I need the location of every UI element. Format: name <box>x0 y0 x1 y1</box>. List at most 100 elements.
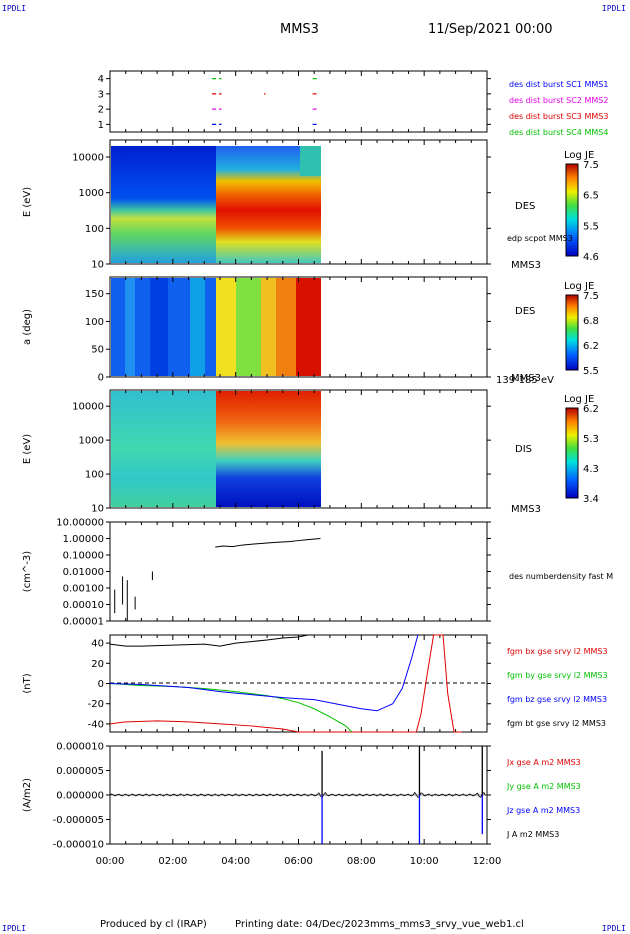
corner-label-bottom-left: IPDLI <box>2 924 27 933</box>
time-tick-label: 10:00 <box>410 856 439 867</box>
colorbar-tick-label: 6.5 <box>583 191 599 202</box>
y-tick-label: 2 <box>98 105 104 116</box>
des-pitch-colorbar <box>565 294 579 371</box>
y-tick-label: 40 <box>91 639 104 650</box>
y-tick-label: 0.000010 <box>56 742 104 753</box>
burst-legend-label: des dist burst SC3 MMS3 <box>509 112 608 121</box>
y-tick-label: 10.00000 <box>56 518 104 529</box>
fgm-line <box>109 634 309 647</box>
y-tick-label: 100 <box>85 317 104 328</box>
colorbar-tick-label: 4.6 <box>583 252 599 263</box>
overlay-label: edp scpot MMS3 <box>507 234 573 243</box>
current-legend-label: Jx gse A m2 MMS3 <box>506 758 581 767</box>
current-noise-line <box>109 791 486 799</box>
y-tick-label: 1.00000 <box>63 534 104 545</box>
panel-label-sc: MMS3 <box>511 260 541 271</box>
y-tick-label: 150 <box>85 289 104 300</box>
time-tick-label: 06:00 <box>284 856 313 867</box>
des-energy-colorbar <box>565 163 579 257</box>
burst-legend-label: des dist burst SC1 MMS1 <box>509 80 608 89</box>
colorbar-tick-label: 6.2 <box>583 341 599 352</box>
y-tick-label: 0 <box>98 373 104 384</box>
colorbar-tick-label: 6.8 <box>583 316 599 327</box>
time-tick-label: 04:00 <box>221 856 250 867</box>
y-tick-label: 1000 <box>79 188 104 199</box>
fgm-legend-label: fgm by gse srvy l2 MMS3 <box>507 671 608 680</box>
density-panel-frame <box>109 521 488 622</box>
y-tick-label: 10000 <box>72 153 104 164</box>
fgm-line <box>109 634 462 733</box>
y-tick-label: 100 <box>85 224 104 235</box>
y-axis-label: (nT) <box>22 673 33 693</box>
colorbar-tick-label: 7.5 <box>583 291 599 302</box>
density-line <box>215 538 321 548</box>
y-tick-label: 0 <box>98 679 104 690</box>
time-tick-label: 00:00 <box>96 856 125 867</box>
y-tick-label: 1000 <box>79 436 104 447</box>
colorbar-title: Log JE <box>564 150 594 161</box>
current-legend-label: J A m2 MMS3 <box>506 830 559 839</box>
panel-label-sc: MMS3 <box>511 504 541 515</box>
y-tick-label: -40 <box>88 719 104 730</box>
colorbar-tick-label: 5.3 <box>583 434 599 445</box>
y-tick-label: 0.00001 <box>63 617 104 628</box>
footer-produced-by: Produced by cl (IRAP) <box>100 919 207 930</box>
colorbar-tick-label: 3.4 <box>583 494 599 505</box>
footer-printing-date: Printing date: 04/Dec/2023 <box>235 919 371 930</box>
time-tick-label: 08:00 <box>347 856 376 867</box>
fgm-legend-label: fgm bt gse srvy l2 MMS3 <box>507 719 606 728</box>
y-tick-label: -0.000010 <box>53 840 104 851</box>
y-tick-label: 0.000000 <box>56 791 104 802</box>
y-axis-label: E (eV) <box>22 434 33 464</box>
y-tick-label: 1 <box>98 120 104 131</box>
y-tick-label: 0.10000 <box>63 551 104 562</box>
footer-filename: mms_mms3_srvy_vue_web1.cl <box>370 919 524 930</box>
dis-energy-spectrogram <box>111 391 321 507</box>
burst-legend-label: des dist burst SC4 MMS4 <box>509 128 608 137</box>
corner-label-bottom-right: IPDLI <box>601 924 626 933</box>
y-tick-label: 0.00010 <box>63 600 104 611</box>
y-tick-label: 4 <box>98 74 104 85</box>
dis-energy-colorbar <box>565 407 579 499</box>
panel-label: DIS <box>515 444 532 455</box>
y-tick-label: -20 <box>88 699 104 710</box>
y-tick-label: 10000 <box>72 402 104 413</box>
panel-label: DES <box>515 306 535 317</box>
time-tick-label: 12:00 <box>473 856 502 867</box>
panel-label: DES <box>515 201 535 212</box>
y-tick-label: 10 <box>91 504 104 515</box>
y-tick-label: 100 <box>85 470 104 481</box>
colorbar-title: Log JE <box>564 281 594 292</box>
fgm-legend-label: fgm bx gse srvy l2 MMS3 <box>507 647 608 656</box>
time-tick-label: 02:00 <box>158 856 187 867</box>
corner-label-top-right: IPDLI <box>601 4 626 13</box>
burst-legend-label: des dist burst SC2 MMS2 <box>509 96 608 105</box>
y-axis-label: E (eV) <box>22 187 33 217</box>
fgm-legend-label: fgm bz gse srvy l2 MMS3 <box>507 695 607 704</box>
spacecraft-title: MMS3 <box>280 22 319 37</box>
y-tick-label: 0.00100 <box>63 584 104 595</box>
y-tick-label: 50 <box>91 345 104 356</box>
y-tick-label: 20 <box>91 659 104 670</box>
y-axis-label: (cm^-3) <box>22 551 33 592</box>
fgm-line <box>109 634 419 712</box>
y-tick-label: 0.000005 <box>56 766 104 777</box>
density-series-label: des numberdensity fast M <box>509 572 613 581</box>
y-tick-label: 3 <box>98 89 104 100</box>
des-pitch-spectrogram <box>111 278 321 376</box>
y-axis-label: (A/m2) <box>22 778 33 812</box>
panel-label-sc: MMS3 <box>511 373 541 384</box>
y-tick-label: 10 <box>91 260 104 271</box>
colorbar-tick-label: 6.2 <box>583 404 599 415</box>
current-legend-label: Jz gse A m2 MMS3 <box>506 806 580 815</box>
burst-panel-frame <box>109 70 488 133</box>
des-energy-spectrogram <box>111 146 321 263</box>
energy-range-label: 139-185 eV <box>496 375 554 386</box>
datetime-title: 11/Sep/2021 00:00 <box>428 22 553 37</box>
colorbar-tick-label: 5.5 <box>583 221 599 232</box>
corner-label-top-left: IPDLI <box>2 4 27 13</box>
colorbar-tick-label: 5.5 <box>583 366 599 377</box>
colorbar-tick-label: 7.5 <box>583 160 599 171</box>
current-legend-label: Jy gse A m2 MMS3 <box>506 782 581 791</box>
